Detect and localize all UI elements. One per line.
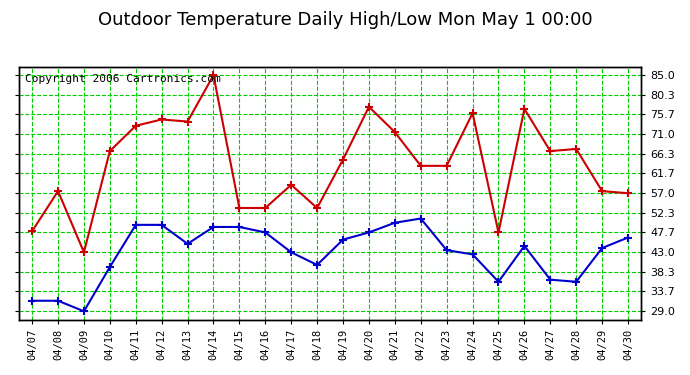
Text: Outdoor Temperature Daily High/Low Mon May 1 00:00: Outdoor Temperature Daily High/Low Mon M… <box>98 11 592 29</box>
Text: Copyright 2006 Cartronics.com: Copyright 2006 Cartronics.com <box>26 74 221 84</box>
